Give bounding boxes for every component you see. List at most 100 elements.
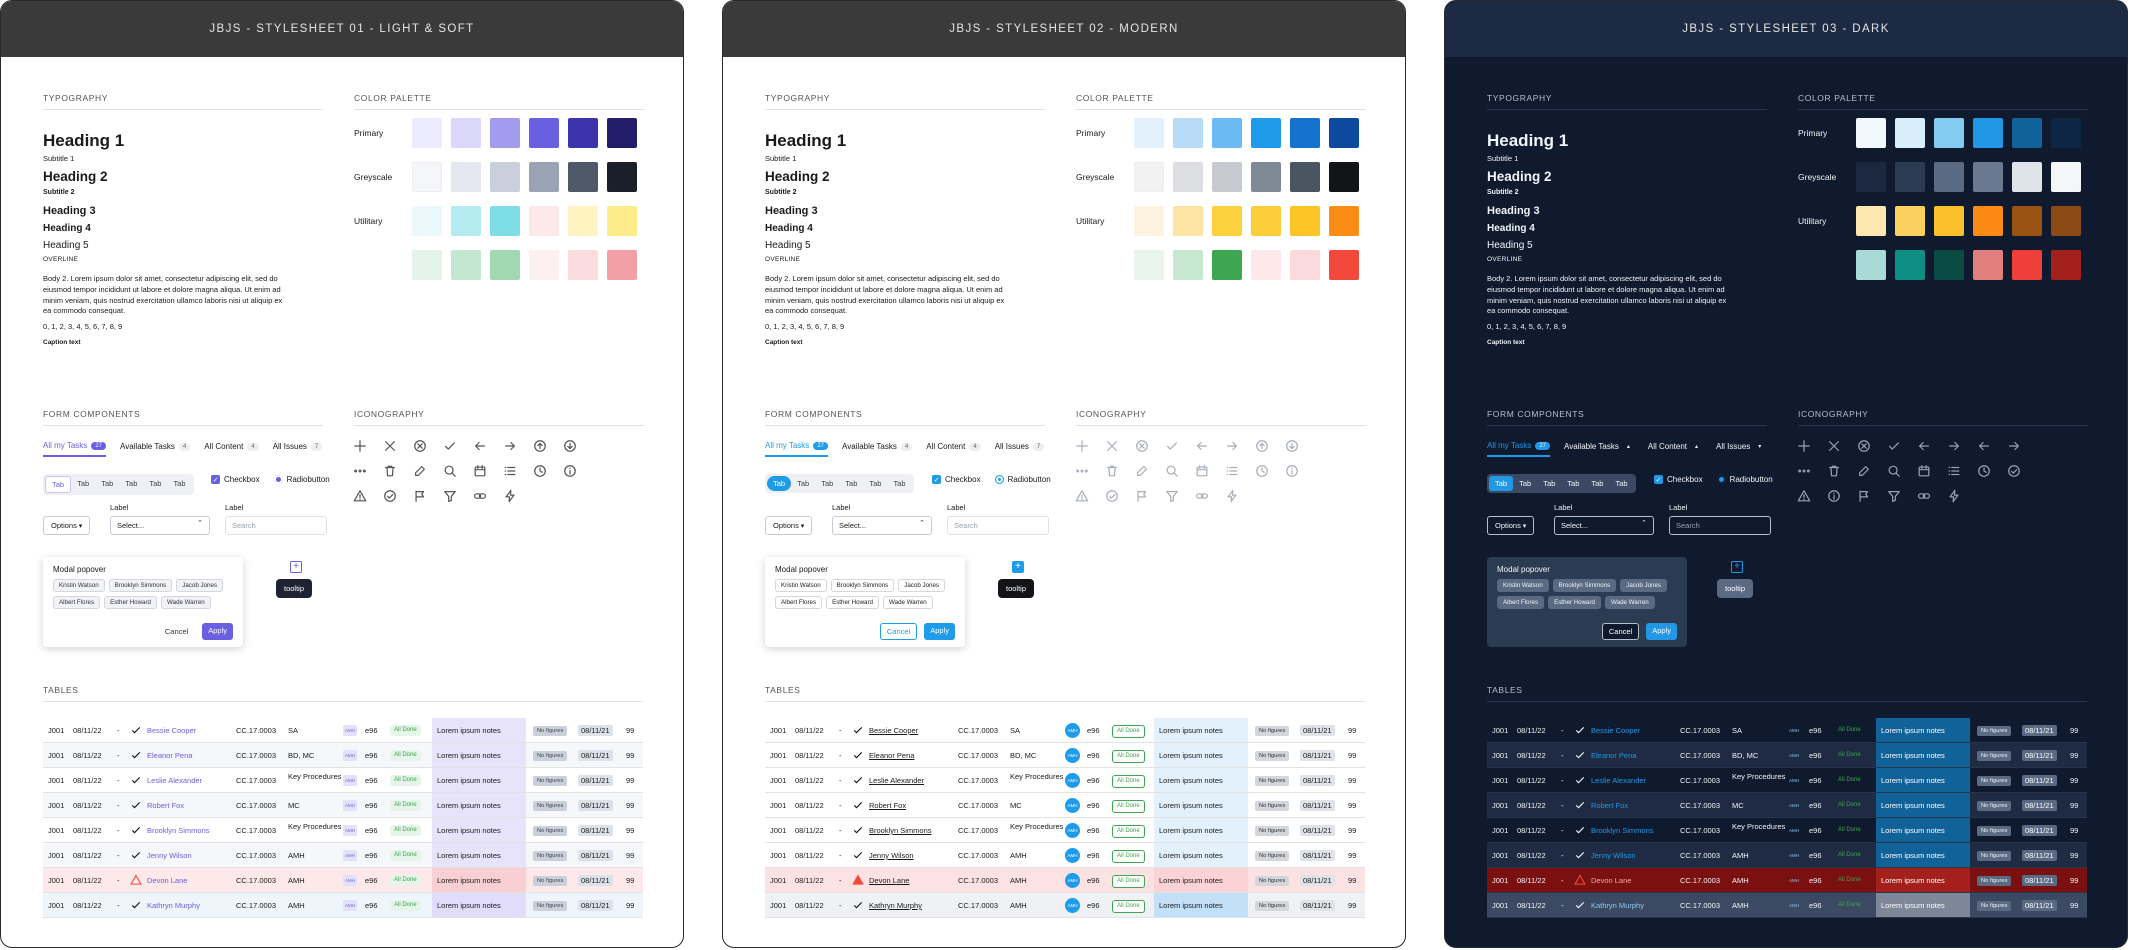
add-icon-button[interactable]: +	[1731, 561, 1743, 573]
table-row[interactable]: J001 08/11/22 - Leslie Alexander CC.17.0003 K…	[765, 768, 1365, 793]
segment-tab[interactable]: Tab	[77, 479, 90, 488]
tab-all-issues[interactable]: All Issues 7	[273, 441, 323, 457]
cancel-button[interactable]: Cancel	[164, 627, 189, 636]
segment-tab[interactable]: Tab	[125, 479, 138, 488]
search-input[interactable]: Search	[1669, 516, 1771, 535]
tab-all-content[interactable]: All Content ▴	[1648, 441, 1702, 457]
user-chip[interactable]: Jacob Jones	[176, 579, 224, 592]
table-row[interactable]: J001 08/11/22 - Kathryn Murphy CC.17.0003 AMH…	[1487, 893, 2087, 918]
checkbox[interactable]: ✓	[1654, 475, 1663, 484]
row-name[interactable]: Robert Fox	[1591, 801, 1629, 810]
table-row[interactable]: J001 08/11/22 - Kathryn Murphy CC.17.0003 AMH…	[43, 893, 643, 918]
row-name[interactable]: Kathryn Murphy	[1591, 901, 1644, 910]
segment-tab[interactable]: Tab	[869, 479, 882, 488]
row-name[interactable]: Jenny Wilson	[147, 851, 192, 860]
row-name[interactable]: Leslie Alexander	[147, 776, 203, 785]
row-name[interactable]: Kathryn Murphy	[147, 901, 200, 910]
row-name[interactable]: Brooklyn Simmons	[1591, 826, 1654, 835]
row-name[interactable]: Robert Fox	[147, 801, 185, 810]
user-chip[interactable]: Jacob Jones	[1620, 579, 1668, 592]
table-row[interactable]: J001 08/11/22 - Robert Fox CC.17.0003 MC AMH e9…	[43, 793, 643, 818]
row-name[interactable]: Devon Lane	[147, 876, 188, 885]
table-row[interactable]: J001 08/11/22 - Brooklyn Simmons CC.17.0003 K…	[765, 818, 1365, 843]
tab-all-issues[interactable]: All Issues 7	[995, 441, 1045, 457]
segment-tab[interactable]: Tab	[797, 479, 810, 488]
options-dropdown[interactable]: Options ▾	[1487, 516, 1535, 535]
table-row[interactable]: J001 08/11/22 - Eleanor Pena CC.17.0003 BD, M…	[765, 743, 1365, 768]
row-name[interactable]: Jenny Wilson	[869, 851, 914, 860]
segment-tab[interactable]: Tab	[1519, 479, 1532, 488]
user-chip[interactable]: Kristin Watson	[53, 579, 105, 592]
segment-tab[interactable]: Tab	[893, 479, 906, 488]
user-chip[interactable]: Albert Flores	[1497, 596, 1545, 609]
user-chip[interactable]: Jacob Jones	[898, 579, 946, 592]
row-name[interactable]: Eleanor Pena	[1591, 751, 1637, 760]
user-chip[interactable]: Wade Warren	[1605, 596, 1655, 609]
cancel-button[interactable]: Cancel	[1601, 623, 1640, 640]
select-field[interactable]: Select... ⌃	[110, 516, 210, 535]
row-name[interactable]: Brooklyn Simmons	[869, 826, 932, 835]
table-row[interactable]: J001 08/11/22 - Jenny Wilson CC.17.0003 AMH AM…	[43, 843, 643, 868]
table-row[interactable]: J001 08/11/22 - Bessie Cooper CC.17.0003 SA AM…	[43, 718, 643, 743]
tab-all-my-tasks[interactable]: All my Tasks 27	[43, 441, 106, 457]
table-row[interactable]: J001 08/11/22 - Jenny Wilson CC.17.0003 AMH AM…	[765, 843, 1365, 868]
table-row[interactable]: J001 08/11/22 - Robert Fox CC.17.0003 MC AMH e9…	[1487, 793, 2087, 818]
add-icon-button[interactable]: +	[290, 561, 302, 573]
table-row[interactable]: J001 08/11/22 - Eleanor Pena CC.17.0003 BD, M…	[43, 743, 643, 768]
tab-all-my-tasks[interactable]: All my Tasks 27	[1487, 441, 1550, 457]
user-chip[interactable]: Wade Warren	[883, 596, 933, 609]
table-row[interactable]: J001 08/11/22 - Devon Lane CC.17.0003 AMH AMH e…	[1487, 868, 2087, 893]
options-dropdown[interactable]: Options ▾	[765, 516, 813, 535]
segment-tab[interactable]: Tab	[101, 479, 114, 488]
row-name[interactable]: Jenny Wilson	[1591, 851, 1636, 860]
table-row[interactable]: J001 08/11/22 - Jenny Wilson CC.17.0003 AMH AM…	[1487, 843, 2087, 868]
segment-tab[interactable]: Tab	[845, 479, 858, 488]
user-chip[interactable]: Kristin Watson	[1497, 579, 1549, 592]
apply-button[interactable]: Apply	[1646, 623, 1677, 640]
tab-available-tasks[interactable]: Available Tasks 4	[842, 441, 913, 457]
checkbox[interactable]: ✓	[211, 475, 220, 484]
table-row[interactable]: J001 08/11/22 - Eleanor Pena CC.17.0003 BD, M…	[1487, 743, 2087, 768]
row-name[interactable]: Robert Fox	[869, 801, 907, 810]
table-row[interactable]: J001 08/11/22 - Devon Lane CC.17.0003 AMH AMH e…	[765, 868, 1365, 893]
options-dropdown[interactable]: Options ▾	[43, 516, 91, 535]
row-name[interactable]: Bessie Cooper	[869, 726, 919, 735]
user-chip[interactable]: Albert Flores	[775, 596, 823, 609]
segment-tab[interactable]: Tab	[149, 479, 162, 488]
row-name[interactable]: Bessie Cooper	[147, 726, 197, 735]
radiobutton[interactable]	[273, 475, 283, 484]
user-chip[interactable]: Esther Howard	[104, 596, 158, 609]
segment-tab[interactable]: Tab	[1615, 479, 1628, 488]
row-name[interactable]: Bessie Cooper	[1591, 726, 1641, 735]
user-chip[interactable]: Brooklyn Simmons	[830, 579, 895, 592]
apply-button[interactable]: Apply	[202, 623, 233, 640]
checkbox[interactable]: ✓	[932, 475, 941, 484]
segment-tab[interactable]: Tab	[821, 479, 834, 488]
cancel-button[interactable]: Cancel	[879, 623, 918, 640]
row-name[interactable]: Devon Lane	[869, 876, 910, 885]
user-chip[interactable]: Esther Howard	[826, 596, 880, 609]
radiobutton[interactable]	[994, 475, 1004, 484]
segment-tab[interactable]: Tab	[173, 479, 186, 488]
user-chip[interactable]: Wade Warren	[161, 596, 211, 609]
select-field[interactable]: Select... ⌃	[832, 516, 932, 535]
table-row[interactable]: J001 08/11/22 - Kathryn Murphy CC.17.0003 AMH…	[765, 893, 1365, 918]
row-name[interactable]: Leslie Alexander	[869, 776, 925, 785]
segment-tab[interactable]: Tab	[1543, 479, 1556, 488]
table-row[interactable]: J001 08/11/22 - Devon Lane CC.17.0003 AMH AMH e…	[43, 868, 643, 893]
user-chip[interactable]: Brooklyn Simmons	[108, 579, 173, 592]
search-input[interactable]: Search	[947, 516, 1049, 535]
tab-all-content[interactable]: All Content 4	[926, 441, 981, 457]
segment-tab[interactable]: Tab	[45, 476, 72, 493]
table-row[interactable]: J001 08/11/22 - Brooklyn Simmons CC.17.0003 K…	[43, 818, 643, 843]
table-row[interactable]: J001 08/11/22 - Leslie Alexander CC.17.0003 K…	[1487, 768, 2087, 793]
add-icon-button[interactable]: +	[1012, 561, 1024, 573]
table-row[interactable]: J001 08/11/22 - Robert Fox CC.17.0003 MC AMH e9…	[765, 793, 1365, 818]
row-name[interactable]: Eleanor Pena	[147, 751, 193, 760]
user-chip[interactable]: Kristin Watson	[775, 579, 827, 592]
user-chip[interactable]: Brooklyn Simmons	[1552, 579, 1617, 592]
tab-all-my-tasks[interactable]: All my Tasks 27	[765, 441, 828, 457]
row-name[interactable]: Devon Lane	[1591, 876, 1632, 885]
table-row[interactable]: J001 08/11/22 - Leslie Alexander CC.17.0003 K…	[43, 768, 643, 793]
tab-available-tasks[interactable]: Available Tasks 4	[120, 441, 191, 457]
